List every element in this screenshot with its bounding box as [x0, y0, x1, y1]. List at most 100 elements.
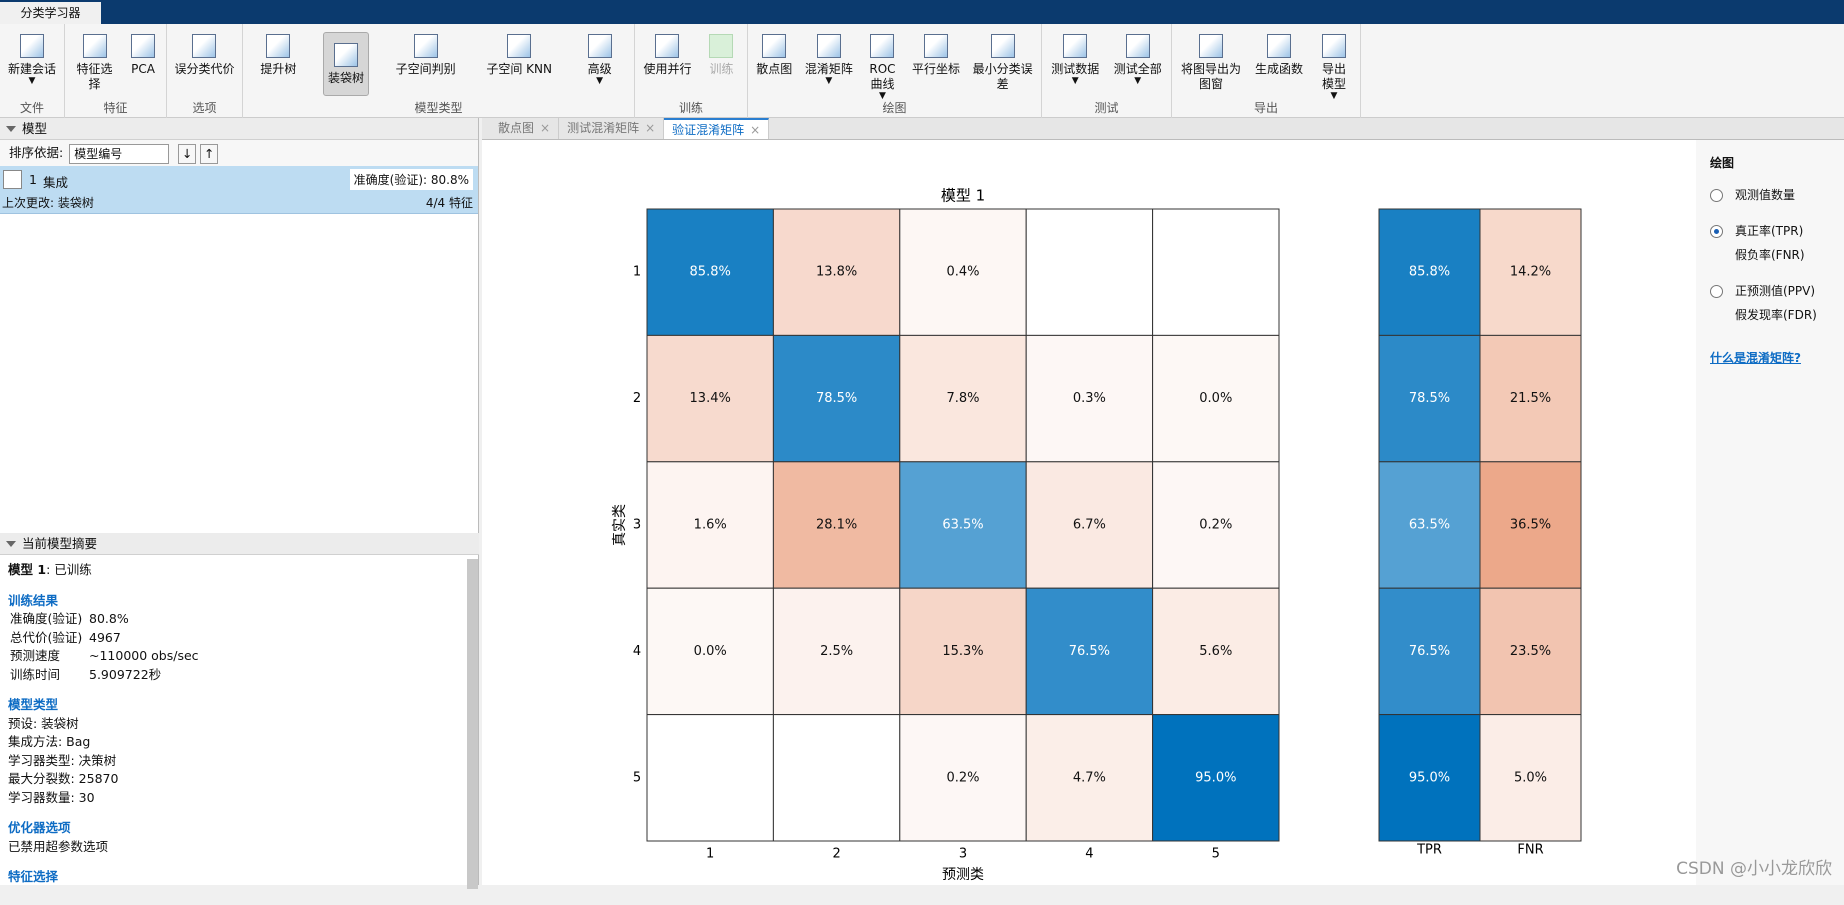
cell-label: 0.3%: [1073, 391, 1106, 406]
summary-row: 总代价(验证) 4967: [8, 629, 471, 648]
model-item[interactable]: 1 集成 准确度(验证): 80.8% 上次更改: 装袋树 4/4 特征: [0, 166, 478, 214]
button-icon: [334, 43, 358, 67]
button-icon: [1321, 34, 1346, 58]
cell-label: 0.2%: [946, 770, 979, 785]
row-value: 4967: [89, 629, 121, 645]
left-panel: 模型 排序依据: 模型编号 ↓ ↑ 1 集成 准确度(验证): 80.8% 上次更改…: [0, 118, 479, 889]
toolbar-button[interactable]: 高级 ▼: [579, 24, 621, 102]
cell-label: 4.7%: [1073, 770, 1106, 785]
button-icon: [413, 34, 438, 58]
dropdown-arrow: ▼: [1330, 91, 1338, 101]
toolbar-button[interactable]: 导出 模型 ▼: [1313, 24, 1355, 102]
matrix-cell: [772, 461, 901, 589]
y-tick-label: 3: [633, 518, 641, 533]
section-heading: 优化器选项: [8, 820, 71, 835]
row-label: 总代价(验证): [10, 629, 83, 645]
dropdown-arrow: ▼: [1071, 76, 1079, 86]
button-icon: [507, 34, 532, 58]
document-tab[interactable]: 测试混淆矩阵 ×: [559, 118, 665, 139]
toolbar-button[interactable]: 平行坐标: [908, 24, 964, 102]
option-label: 假发现率(FDR): [1735, 308, 1817, 322]
button-icon: [816, 34, 841, 58]
radio-option[interactable]: 真正率(TPR) 假负率(FNR): [1710, 219, 1844, 267]
button-icon: [1125, 34, 1150, 58]
app-tab[interactable]: 分类学习器: [0, 2, 101, 24]
document-tab[interactable]: 验证混淆矩阵 ×: [664, 118, 770, 139]
button-label: 训练: [709, 62, 734, 76]
toolbar-button[interactable]: 子空间判别: [392, 24, 460, 102]
summary-cell: [1479, 208, 1582, 336]
button-icon: [587, 34, 612, 58]
button-label: 提升树: [260, 62, 297, 76]
toolbar-button[interactable]: PCA: [122, 24, 164, 102]
radio-option[interactable]: 正预测值(PPV) 假发现率(FDR): [1710, 279, 1844, 327]
toolbar-button[interactable]: 散点图: [752, 24, 796, 102]
toolbar-button[interactable]: 测试数据 ▼: [1047, 24, 1103, 102]
dropdown-arrow: ▼: [1134, 76, 1142, 86]
toolstrip: 新建会话 ▼ 文件 特征选择 PCA 特征 误分类代价 选项 提升树 装袋树 子空间判别 子空间 KN…: [0, 24, 1844, 118]
favorite-star[interactable]: [3, 170, 22, 189]
toolbar-group: 使用并行 训练 训练: [635, 24, 748, 118]
toolbar-button[interactable]: 使用并行: [639, 24, 695, 102]
matrix-cell: [899, 334, 1027, 463]
button-label: 测试全部: [1113, 62, 1162, 76]
toolbar-button[interactable]: 特征选择: [67, 24, 122, 102]
button-label: 平行坐标: [912, 62, 961, 76]
matrix-cell: [772, 334, 901, 463]
help-link[interactable]: 什么是混淆矩阵?: [1710, 351, 1801, 365]
toolbar-button[interactable]: 装袋树: [323, 32, 370, 96]
matrix-cell: [1025, 587, 1154, 716]
radio-button[interactable]: [1710, 225, 1723, 238]
x-tick-label: 2: [832, 847, 840, 862]
toolbar-button[interactable]: 新建会话 ▼: [4, 24, 60, 102]
toolbar-button[interactable]: 子空间 KNN: [482, 24, 556, 102]
toolbar-button[interactable]: 混淆矩阵 ▼: [801, 24, 857, 102]
tab-close[interactable]: ×: [645, 121, 656, 135]
button-icon: [266, 34, 291, 58]
x-tick-label: 4: [1085, 847, 1093, 862]
toolbar-button[interactable]: 测试全部 ▼: [1110, 24, 1166, 102]
button-label: 将图导出为 图窗: [1180, 62, 1241, 91]
sort-select[interactable]: 模型编号: [69, 143, 170, 164]
models-header: 模型: [0, 118, 478, 140]
toolbar-button[interactable]: 误分类代价: [170, 24, 238, 102]
button-icon: [192, 34, 217, 58]
toolbar-button[interactable]: 将图导出为 图窗: [1177, 24, 1245, 102]
summary-cell: [1479, 587, 1582, 716]
radio-button[interactable]: [1710, 285, 1723, 298]
row-value: ~110000 obs/sec: [89, 648, 199, 663]
sort-ascending[interactable]: ↓: [178, 143, 197, 164]
tab-label: 测试混淆矩阵: [567, 121, 640, 135]
radio-button[interactable]: [1710, 189, 1723, 202]
button-label: 特征选择: [76, 62, 113, 91]
toolbar-button[interactable]: 生成函数: [1251, 24, 1307, 102]
model-accuracy: 准确度(验证): 80.8%: [349, 169, 473, 190]
empty-cell: [1152, 208, 1280, 336]
sort-descending[interactable]: ↑: [200, 143, 219, 164]
tab-close[interactable]: ×: [750, 123, 761, 137]
summary-column-label: TPR: [1416, 843, 1442, 858]
scrollbar[interactable]: [467, 559, 478, 889]
toolbar-button[interactable]: 训练: [700, 24, 742, 102]
summary-line: 学习器数量: 30: [8, 789, 95, 805]
document-tab[interactable]: 散点图 ×: [490, 118, 560, 139]
x-axis-label: 预测类: [942, 867, 984, 883]
y-tick-label: 4: [633, 644, 641, 659]
row-value: 5.909722秒: [89, 666, 162, 682]
button-icon: [709, 34, 734, 58]
toolbar-button[interactable]: 最小分类误 差: [969, 24, 1037, 102]
model-features: 4/4 特征: [425, 196, 473, 210]
toolbar-button[interactable]: 提升树: [256, 24, 300, 102]
radio-option[interactable]: 观测值数量: [1710, 183, 1844, 207]
summary-line: 预设: 装袋树: [8, 715, 79, 731]
cell-label: 76.5%: [1069, 644, 1110, 659]
y-tick-label: 5: [633, 770, 641, 785]
summary-model-status: : 已训练: [46, 562, 92, 577]
toolbar-button[interactable]: ROC 曲线 ▼: [861, 24, 903, 102]
option-label: 假负率(FNR): [1735, 248, 1805, 262]
button-icon: [131, 34, 155, 58]
toolbar-group: 新建会话 ▼ 文件: [0, 24, 65, 118]
tab-close[interactable]: ×: [540, 121, 551, 135]
model-name: 集成: [43, 175, 69, 190]
